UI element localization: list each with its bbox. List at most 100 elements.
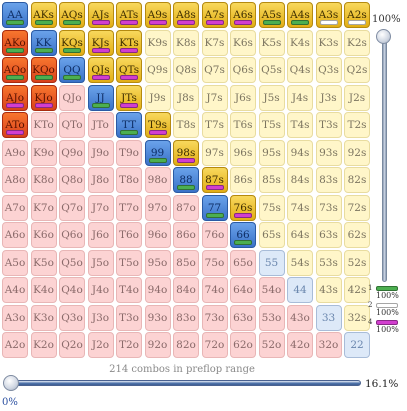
hand-cell[interactable]: 95o	[144, 249, 171, 276]
hand-cell[interactable]: K3o	[30, 304, 57, 331]
hand-cell[interactable]: 93o	[144, 304, 171, 331]
hand-cell[interactable]: Q9o	[59, 139, 85, 166]
hand-cell[interactable]: K5s	[258, 29, 285, 56]
hand-cell[interactable]: T9s	[144, 112, 171, 138]
hand-cell[interactable]: 86s	[230, 167, 256, 193]
hand-cell[interactable]: T4o	[116, 277, 142, 303]
hand-cell[interactable]: K5o	[30, 249, 57, 276]
range-slider-track[interactable]	[5, 380, 361, 386]
hand-cell[interactable]: 54o	[258, 277, 285, 303]
hand-cell[interactable]: 32s	[344, 304, 370, 331]
hand-cell[interactable]: T8o	[116, 167, 142, 193]
hand-cell[interactable]: J7o	[87, 194, 114, 221]
hand-cell[interactable]: J2o	[87, 332, 114, 358]
hand-cell[interactable]: Q5o	[59, 249, 85, 276]
hand-cell[interactable]: QJs	[87, 57, 114, 83]
hand-cell[interactable]: 92o	[144, 332, 171, 358]
hand-cell[interactable]: QJo	[59, 84, 85, 111]
hand-cell[interactable]: Q2s	[344, 57, 370, 83]
hand-cell[interactable]: AJo	[2, 84, 28, 111]
hand-cell[interactable]: A4s	[287, 2, 313, 28]
hand-cell[interactable]: 52s	[344, 249, 370, 276]
hand-cell[interactable]: 65s	[258, 222, 285, 248]
hand-cell[interactable]: KTs	[116, 29, 142, 56]
hand-cell[interactable]: 72o	[201, 332, 228, 358]
hand-cell[interactable]: A5s	[258, 2, 285, 28]
hand-cell[interactable]: 62s	[344, 222, 370, 248]
hand-cell[interactable]: 75o	[201, 249, 228, 276]
hand-cell[interactable]: K2s	[344, 29, 370, 56]
hand-cell[interactable]: 74s	[287, 194, 313, 221]
range-slider-handle[interactable]	[3, 375, 19, 391]
hand-cell[interactable]: 73s	[315, 194, 342, 221]
hand-cell[interactable]: K8o	[30, 167, 57, 193]
hand-cell[interactable]: K7o	[30, 194, 57, 221]
hand-cell[interactable]: J2s	[344, 84, 370, 111]
hand-cell[interactable]: K2o	[30, 332, 57, 358]
hand-cell[interactable]: J5o	[87, 249, 114, 276]
hand-cell[interactable]: 42o	[287, 332, 313, 358]
hand-cell[interactable]: 98s	[173, 139, 199, 166]
hand-cell[interactable]: TT	[116, 112, 142, 138]
hand-cell[interactable]: 65o	[230, 249, 256, 276]
hand-cell[interactable]: 96o	[144, 222, 171, 248]
hand-cell[interactable]: AQs	[59, 2, 85, 28]
hand-cell[interactable]: 94s	[287, 139, 313, 166]
hand-cell[interactable]: 64o	[230, 277, 256, 303]
hand-cell[interactable]: Q4o	[59, 277, 85, 303]
hand-cell[interactable]: 98o	[144, 167, 171, 193]
hand-cell[interactable]: K8s	[173, 29, 199, 56]
hand-cell[interactable]: Q6o	[59, 222, 85, 248]
hand-cell[interactable]: J3o	[87, 304, 114, 331]
hand-cell[interactable]: KJs	[87, 29, 114, 56]
hand-cell[interactable]: K7s	[201, 29, 228, 56]
hand-cell[interactable]: 43o	[287, 304, 313, 331]
hand-cell[interactable]: Q9s	[144, 57, 171, 83]
hand-cell[interactable]: A8o	[2, 167, 28, 193]
hand-cell[interactable]: 87s	[201, 167, 228, 193]
hand-cell[interactable]: 84o	[173, 277, 199, 303]
hand-cell[interactable]: AKs	[30, 2, 57, 28]
hand-cell[interactable]: 87o	[173, 194, 199, 221]
hand-cell[interactable]: JJ	[87, 84, 114, 111]
hand-cell[interactable]: 33	[315, 304, 342, 331]
hand-cell[interactable]: KQo	[30, 57, 57, 83]
hand-cell[interactable]: A3s	[315, 2, 342, 28]
hand-cell[interactable]: QQ	[59, 57, 85, 83]
hand-cell[interactable]: A5o	[2, 249, 28, 276]
hand-cell[interactable]: AA	[2, 2, 28, 28]
hand-cell[interactable]: 85o	[173, 249, 199, 276]
hand-cell[interactable]: 85s	[258, 167, 285, 193]
hand-cell[interactable]: A6s	[230, 2, 256, 28]
hand-cell[interactable]: Q7o	[59, 194, 85, 221]
hand-cell[interactable]: 97o	[144, 194, 171, 221]
hand-cell[interactable]: K3s	[315, 29, 342, 56]
hand-cell[interactable]: 97s	[201, 139, 228, 166]
hand-cell[interactable]: T6o	[116, 222, 142, 248]
hand-cell[interactable]: KJo	[30, 84, 57, 111]
hand-cell[interactable]: 52o	[258, 332, 285, 358]
hand-cell[interactable]: 73o	[201, 304, 228, 331]
hand-cell[interactable]: KQs	[59, 29, 85, 56]
hand-cell[interactable]: T6s	[230, 112, 256, 138]
hand-cell[interactable]: Q4s	[287, 57, 313, 83]
hand-cell[interactable]: 43s	[315, 277, 342, 303]
hand-cell[interactable]: J6o	[87, 222, 114, 248]
hand-cell[interactable]: 74o	[201, 277, 228, 303]
hand-cell[interactable]: T3o	[116, 304, 142, 331]
hand-cell[interactable]: J3s	[315, 84, 342, 111]
hand-cell[interactable]: 86o	[173, 222, 199, 248]
hand-cell[interactable]: A9s	[144, 2, 171, 28]
hand-cell[interactable]: Q8o	[59, 167, 85, 193]
hand-cell[interactable]: A7s	[201, 2, 228, 28]
hand-cell[interactable]: 95s	[258, 139, 285, 166]
hand-cell[interactable]: 44	[287, 277, 313, 303]
hand-cell[interactable]: A4o	[2, 277, 28, 303]
hand-cell[interactable]: A6o	[2, 222, 28, 248]
hand-cell[interactable]: T9o	[116, 139, 142, 166]
hand-cell[interactable]: 76s	[230, 194, 256, 221]
hand-cell[interactable]: J4o	[87, 277, 114, 303]
hand-cell[interactable]: KK	[30, 29, 57, 56]
hand-cell[interactable]: 77	[201, 194, 228, 221]
hand-cell[interactable]: J8s	[173, 84, 199, 111]
